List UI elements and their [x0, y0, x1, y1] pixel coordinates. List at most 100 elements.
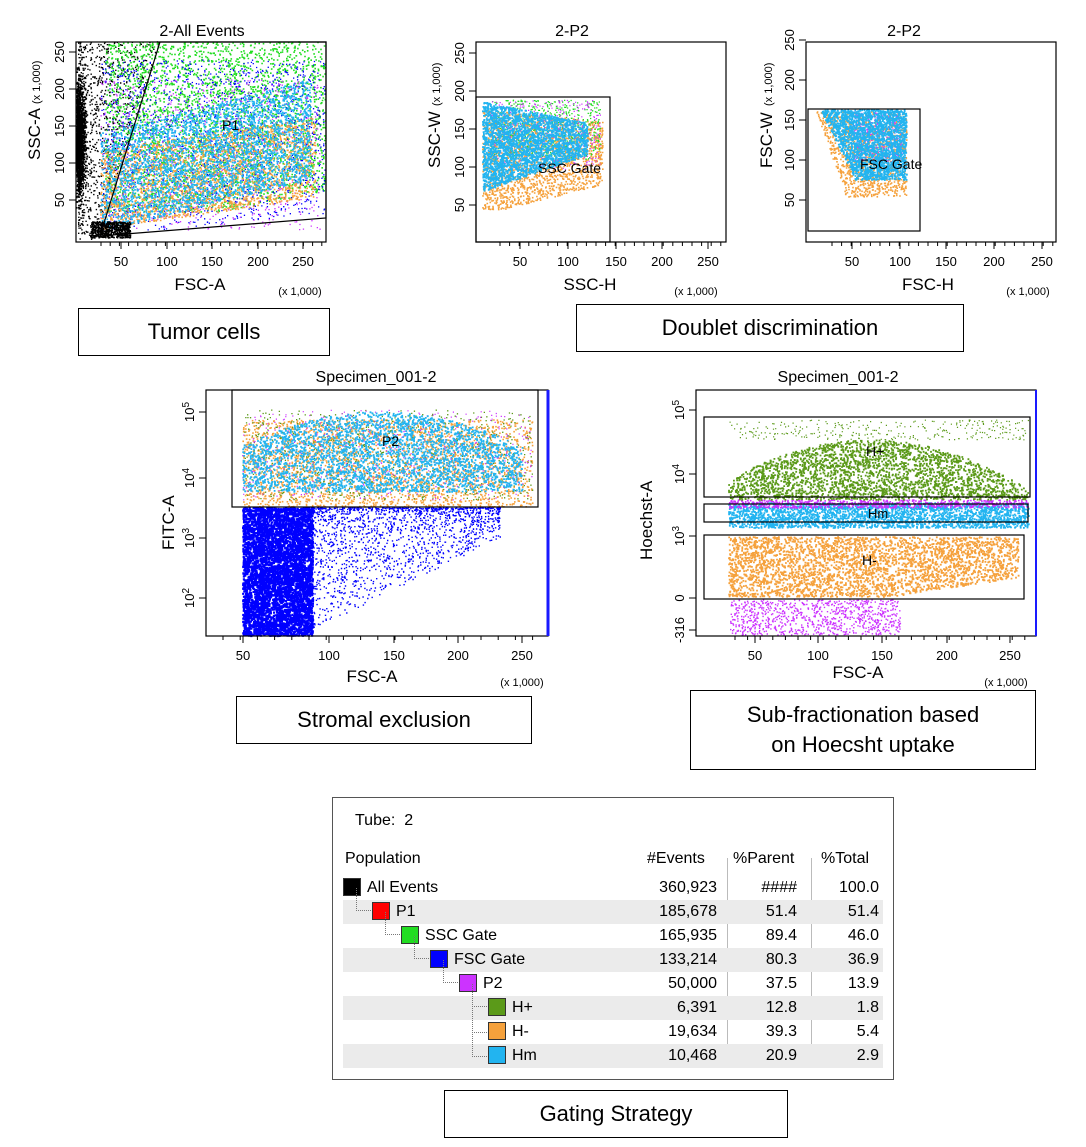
y-tick-label: 250: [782, 29, 797, 51]
y-axis-ticks: 50 100 150 200 250: [452, 42, 476, 212]
point-cloud: [728, 499, 1029, 509]
scatter-plot-ssc-gate: 2-P2 SSC Gate 50 100 150 200 250 50 100 150 200…: [425, 23, 727, 298]
x-tick-label: 250: [999, 648, 1021, 663]
plot-title: Specimen_001-2: [316, 369, 437, 386]
point-cloud: [728, 439, 1030, 501]
x-axis-unit: (x 1,000): [278, 286, 321, 298]
plot-title: 2-All Events: [159, 23, 244, 40]
x-tick-label: 200: [447, 648, 469, 663]
y-axis-unit: (x 1,000): [431, 63, 443, 106]
scatter-plot-all-events: 2-All Events P1 50 100 150 200 250 50 100 150 2…: [25, 23, 327, 298]
table-row: FSC Gate 133,214 80.3 36.9: [343, 936, 883, 972]
x-axis-label: SSC-H: [564, 275, 617, 294]
population-name: SSC Gate: [425, 927, 498, 944]
x-axis-unit: (x 1,000): [674, 286, 717, 298]
y-tick-label: 50: [52, 193, 67, 207]
y-tick-label: 100: [52, 152, 67, 174]
cell-events: 10,468: [668, 1047, 717, 1064]
y-axis-label: SSC-W: [425, 111, 444, 168]
header-events: #Events: [647, 850, 705, 867]
population-name: FSC Gate: [454, 951, 526, 968]
population-name: Hm: [512, 1047, 537, 1064]
x-tick-label: 100: [318, 648, 340, 663]
y-axis-ticks: -316 0 103 104 105: [671, 400, 696, 643]
x-tick-label: 250: [1031, 254, 1053, 269]
caption-gating-strategy: Gating Strategy: [444, 1090, 788, 1138]
point-cloud: [482, 102, 589, 192]
population-name: All Events: [367, 879, 439, 896]
y-tick-label: 50: [782, 193, 797, 207]
point-cloud: [730, 599, 902, 636]
x-tick-label: 50: [845, 254, 859, 269]
cell-total: 46.0: [847, 927, 879, 944]
x-tick-label: 150: [605, 254, 627, 269]
cell-events: 133,214: [659, 951, 717, 968]
caption-line-2: on Hoecsht uptake: [771, 732, 955, 757]
plot-title: Specimen_001-2: [778, 369, 899, 386]
tree-connector: [443, 960, 458, 983]
x-tick-label: 100: [156, 254, 178, 269]
point-cloud: [729, 419, 1029, 441]
y-tick-label: 200: [52, 78, 67, 100]
cell-total: 1.8: [856, 999, 879, 1016]
x-tick-label: 250: [292, 254, 314, 269]
y-tick-label: 250: [52, 41, 67, 63]
x-tick-label: 250: [697, 254, 719, 269]
tree-connector: [356, 888, 371, 911]
header-total: %Total: [821, 850, 870, 867]
x-tick-label: 200: [936, 648, 958, 663]
x-tick-label: 200: [247, 254, 269, 269]
y-tick-label: 103: [181, 528, 197, 548]
x-tick-label: 100: [889, 254, 911, 269]
y-tick-label: 200: [782, 69, 797, 91]
scatter-plot-stromal: Specimen_001-2 P2 50 100 150 200 250 1021031…: [159, 369, 550, 689]
caption-subfractionation: Sub-fractionation based on Hoecsht uptak…: [690, 690, 1036, 770]
table-row: P2 50,000 37.5 13.9: [343, 960, 883, 996]
y-tick-label: 150: [782, 109, 797, 131]
tree-connector: [414, 936, 429, 959]
cell-parent: 51.4: [765, 903, 797, 920]
x-axis-ticks: 50 100 150 200 250: [831, 242, 1054, 269]
x-tick-label: 50: [513, 254, 527, 269]
population-statistics-table: Tube: 2 Population #Events %Parent %Tota…: [332, 797, 894, 1080]
population-name: P1: [396, 903, 416, 920]
population-name: P2: [483, 975, 503, 992]
table-row: SSC Gate 165,935 89.4 46.0: [343, 912, 883, 948]
gate-label-ssc: SSC Gate: [538, 160, 601, 176]
tree-connector: [385, 912, 400, 935]
cell-events: 360,923: [659, 879, 717, 896]
point-cloud: [821, 109, 908, 181]
gate-h-minus: [703, 534, 1025, 600]
plot-frame: [805, 41, 1057, 243]
cell-events: 6,391: [676, 999, 717, 1016]
x-tick-label: 150: [201, 254, 223, 269]
x-axis-unit: (x 1,000): [984, 677, 1027, 689]
x-axis-unit: (x 1,000): [500, 677, 543, 689]
population-name: H+: [512, 999, 533, 1016]
population-color-swatch: [488, 1022, 506, 1040]
y-tick-label: 100: [782, 149, 797, 171]
gate-label-p1: P1: [222, 117, 239, 133]
scatter-plot-fsc-gate: 2-P2 FSC Gate 50 100 150 200 250 50 100 150 200…: [757, 23, 1057, 298]
scatter-points: [816, 109, 908, 198]
cell-parent: 12.8: [765, 999, 797, 1016]
x-axis-ticks: 50 100 150 200 250: [100, 242, 323, 269]
cell-total: 51.4: [847, 903, 879, 920]
y-tick-label: 104: [671, 464, 687, 484]
x-tick-label: 50: [114, 254, 128, 269]
point-cloud: [100, 80, 312, 231]
cell-events: 50,000: [668, 975, 717, 992]
x-tick-label: 100: [807, 648, 829, 663]
y-tick-label: 50: [452, 198, 467, 212]
gate-fsc: [807, 108, 921, 232]
x-tick-label: 250: [511, 648, 533, 663]
gate-p1: [99, 41, 327, 237]
y-axis-label: FSC-W: [757, 112, 776, 168]
table-row: P1 185,678 51.4 51.4: [343, 888, 883, 924]
point-cloud: [242, 409, 533, 501]
y-tick-label: 104: [181, 468, 197, 488]
x-tick-label: 100: [557, 254, 579, 269]
y-axis-unit: (x 1,000): [763, 63, 775, 106]
point-cloud: [728, 536, 1020, 598]
y-axis-label: Hoechst-A: [637, 480, 656, 560]
